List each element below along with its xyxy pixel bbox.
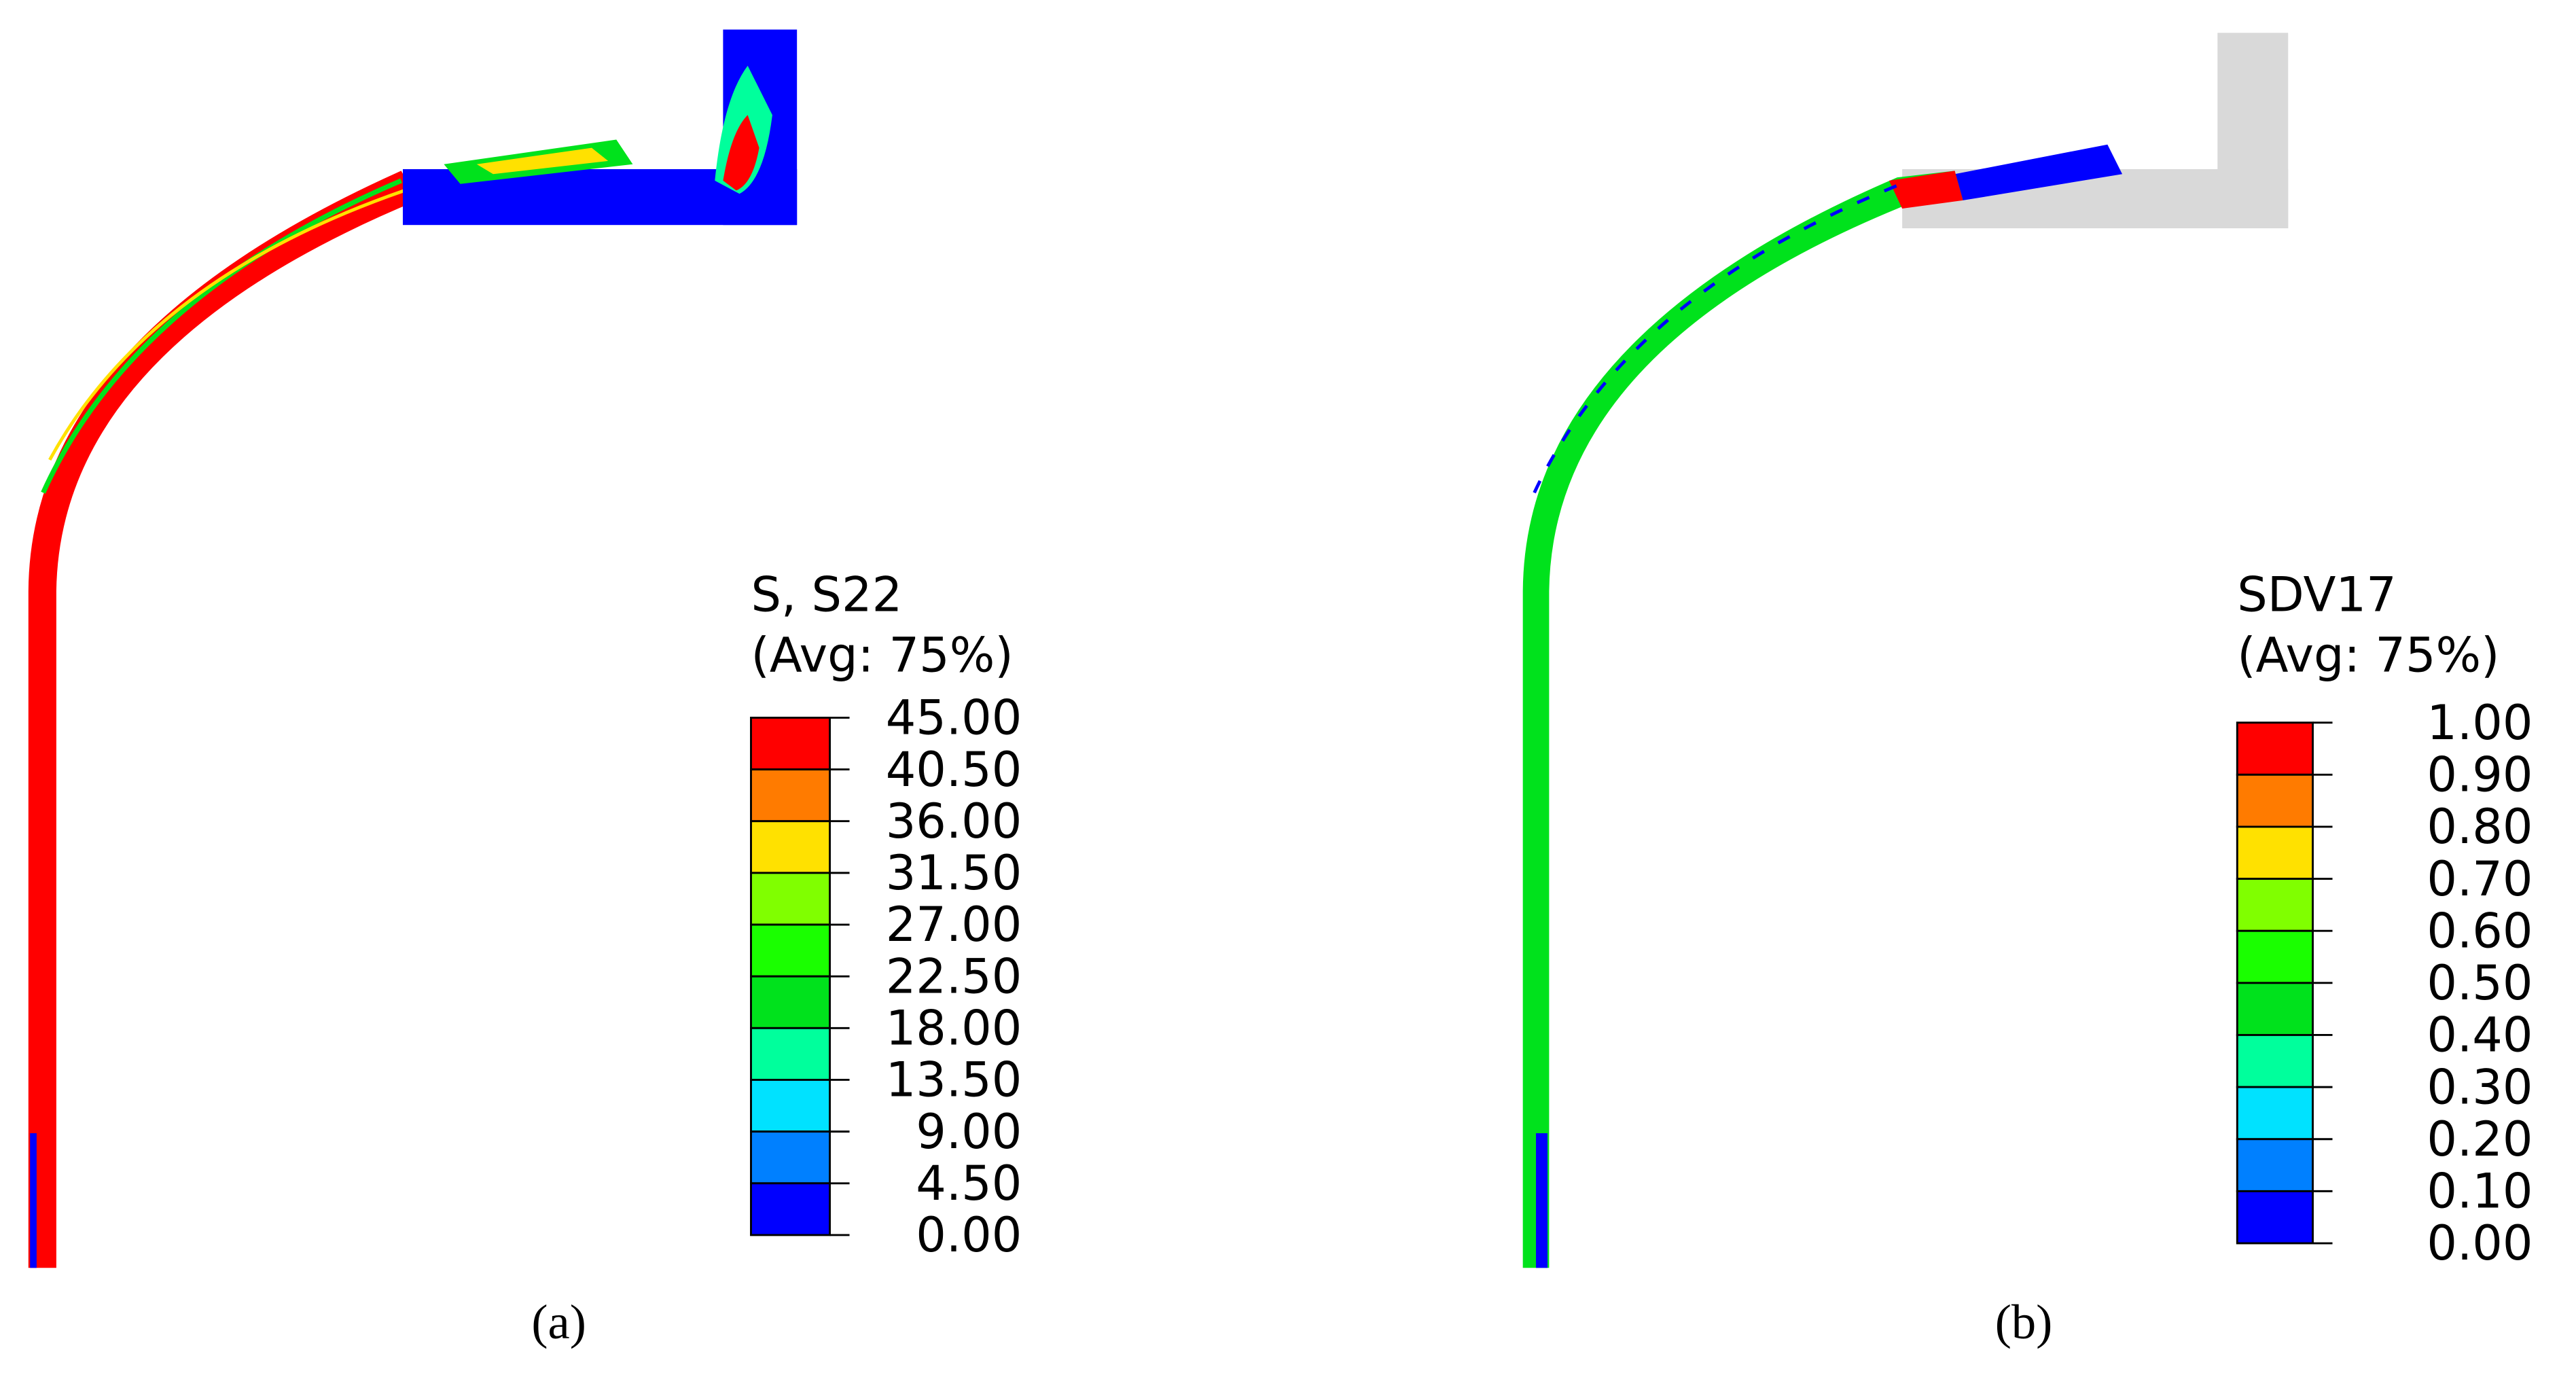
legend-band	[2236, 1138, 2314, 1192]
legend-label: 0.00	[2427, 1215, 2533, 1271]
model-b	[1522, 33, 2289, 1268]
legend-label: 22.50	[886, 948, 1022, 1004]
legend-label: 13.50	[886, 1052, 1022, 1108]
legend-label: 0.20	[2427, 1111, 2533, 1167]
legend-band	[750, 1182, 831, 1236]
legend-band	[750, 923, 831, 978]
legend-band	[2236, 878, 2314, 932]
legend-band	[750, 872, 831, 926]
legend-band	[2236, 1034, 2314, 1088]
legend-label: 36.00	[886, 794, 1022, 849]
legend-label: 0.60	[2427, 903, 2533, 959]
legend-label: 27.00	[886, 897, 1022, 952]
legend-label: 31.50	[886, 845, 1022, 901]
legend-band	[750, 1027, 831, 1081]
legend-band	[750, 1130, 831, 1185]
legend-band	[750, 975, 831, 1029]
legend-label: 18.00	[886, 1001, 1022, 1056]
legend-label: 0.00	[916, 1207, 1022, 1263]
legend-label: 0.30	[2427, 1059, 2533, 1115]
legend-label: 9.00	[916, 1104, 1022, 1160]
legend-label: 0.70	[2427, 851, 2533, 907]
legend-band	[750, 1079, 831, 1133]
legend-label: 4.50	[916, 1156, 1022, 1211]
legend-title: (Avg: 75%)	[2237, 628, 2499, 683]
legend-label: 40.50	[886, 742, 1022, 798]
legend-label: 0.50	[2427, 955, 2533, 1011]
legend-band	[2236, 825, 2314, 880]
legend-band	[2236, 773, 2314, 828]
legend-band	[2236, 982, 2314, 1036]
legend-label: 1.00	[2427, 695, 2533, 751]
caption: (b)	[1995, 1294, 2053, 1349]
legend-band	[750, 768, 831, 823]
legend-label: 0.10	[2427, 1164, 2533, 1219]
legend-band	[2236, 1086, 2314, 1141]
legend-band	[2236, 1190, 2314, 1245]
legend-label: 45.00	[886, 690, 1022, 746]
legend-label: 0.40	[2427, 1008, 2533, 1063]
legend-title: S, S22	[751, 567, 902, 622]
legend-title: (Avg: 75%)	[751, 628, 1013, 683]
legend-band	[750, 820, 831, 874]
caption: (a)	[531, 1294, 586, 1349]
legend-label: 0.90	[2427, 747, 2533, 802]
legend-band	[2236, 929, 2314, 984]
legend-label: 0.80	[2427, 799, 2533, 855]
legend-title: SDV17	[2237, 567, 2396, 622]
model-a	[28, 29, 798, 1268]
legend-band	[750, 716, 831, 771]
legend-band	[2236, 721, 2314, 776]
